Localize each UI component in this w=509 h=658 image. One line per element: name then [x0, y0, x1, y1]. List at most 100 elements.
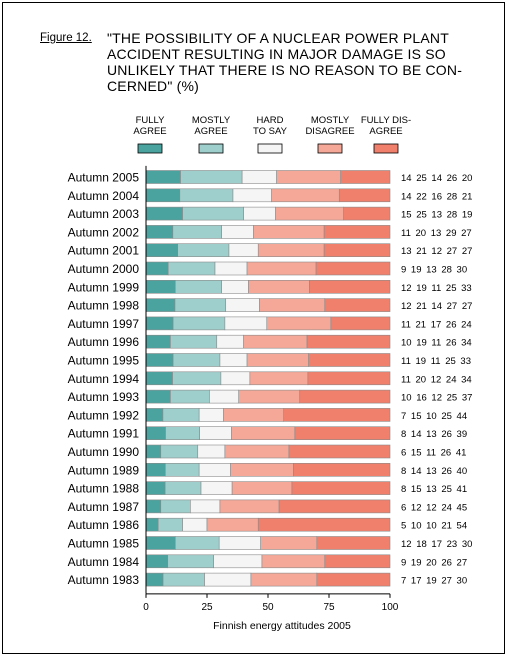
bar-segment — [238, 389, 301, 404]
bar-segment — [223, 408, 285, 422]
bar-segment — [324, 554, 391, 569]
bar-segment — [172, 371, 222, 386]
bar-segment — [219, 353, 248, 367]
legend-swatch — [198, 143, 224, 154]
bar-segment — [221, 225, 254, 239]
bar-segment — [250, 572, 318, 587]
legend-label: MOSTLY — [311, 115, 350, 126]
value-label: 11 21 17 26 24 — [401, 319, 472, 330]
value-label: 14 22 16 28 21 — [401, 191, 472, 202]
bar-segment — [204, 572, 252, 587]
value-label: 10 19 11 26 34 — [401, 338, 472, 349]
category-label: Autumn 1989 — [68, 463, 140, 477]
bar-segment — [172, 353, 221, 367]
bar-segment — [232, 188, 272, 203]
bar-segment — [261, 554, 326, 569]
category-label: Autumn 2005 — [68, 171, 140, 185]
value-label: 12 21 14 27 27 — [401, 301, 472, 312]
category-label: Autumn 1991 — [68, 427, 140, 441]
bar-segment — [174, 536, 220, 550]
bar-segment — [145, 462, 166, 477]
legend-swatch — [317, 143, 343, 154]
bar-segment — [167, 554, 214, 569]
category-label: Autumn 1995 — [68, 354, 140, 368]
bar-segment — [259, 298, 326, 312]
bar-segment — [165, 462, 200, 477]
bar-segment — [145, 389, 171, 404]
bar-segment — [316, 536, 391, 550]
bar-segment — [145, 536, 176, 550]
bar-segment — [291, 481, 391, 495]
bar-segment — [324, 298, 391, 312]
category-label: Autumn 1985 — [68, 537, 140, 551]
bar-segment — [145, 279, 176, 294]
bar-segment — [246, 261, 317, 276]
title-line: "THE POSSIBILITY OF A NUCLEAR POWER PLAN… — [107, 30, 449, 46]
x-tick-label: 25 — [201, 602, 213, 613]
bar-segment — [294, 426, 391, 441]
value-label: 7 15 10 25 44 — [401, 411, 467, 422]
bar-segment — [182, 517, 208, 532]
bar-segment — [283, 408, 391, 422]
bar-segment — [253, 225, 325, 239]
value-label: 11 20 12 24 34 — [401, 374, 472, 385]
bar-segment — [231, 426, 296, 441]
bar-segment — [145, 444, 162, 459]
value-label: 11 20 13 29 27 — [401, 228, 472, 239]
title-line: UNLIKELY THAT THERE IS NO REASON TO BE C… — [107, 62, 463, 78]
category-label: Autumn 2003 — [68, 207, 140, 221]
bar-segment — [241, 170, 277, 184]
legend-label: AGREE — [194, 126, 227, 137]
bar-segment — [145, 572, 164, 587]
bar-segment — [174, 298, 227, 312]
legend-label: TO SAY — [253, 126, 288, 137]
category-label: Autumn 1997 — [68, 317, 140, 331]
bar-segment — [323, 225, 391, 239]
bar-segment — [213, 554, 263, 569]
legend-swatch — [137, 143, 163, 154]
bar-segment — [225, 298, 260, 312]
bar-segment — [246, 353, 309, 367]
bar-segment — [199, 426, 232, 441]
category-label: Autumn 2002 — [68, 225, 140, 239]
bar-segment — [308, 353, 391, 367]
bar-segment — [307, 371, 391, 386]
bar-segment — [145, 261, 169, 276]
bar-segment — [228, 243, 259, 257]
bar-segment — [206, 517, 259, 532]
bar-segment — [162, 408, 200, 422]
category-label: Autumn 1993 — [68, 390, 140, 404]
value-label: 10 16 12 25 37 — [401, 393, 472, 404]
legend-label: MOSTLY — [192, 115, 231, 126]
figure-frame — [2, 2, 505, 654]
bar-segment — [323, 243, 391, 257]
category-label: Autumn 1984 — [68, 555, 140, 569]
bar-segment — [190, 499, 221, 514]
bar-segment — [145, 481, 166, 495]
bar-segment — [219, 499, 280, 514]
bar-segment — [243, 334, 308, 349]
value-label: 12 19 11 25 33 — [401, 283, 472, 294]
x-tick-label: 100 — [382, 602, 399, 613]
bar-segment — [198, 462, 231, 477]
bar-segment — [179, 188, 234, 203]
value-label: 12 18 17 23 30 — [401, 539, 472, 550]
figure-label: Figure 12. — [40, 32, 92, 44]
legend-label: AGREE — [133, 126, 166, 137]
category-label: Autumn 2001 — [68, 244, 140, 258]
x-tick-label: 50 — [262, 602, 274, 613]
bar-segment — [330, 316, 391, 331]
bar-segment — [145, 499, 162, 514]
bar-segment — [145, 426, 166, 441]
value-label: 13 21 12 27 27 — [401, 246, 472, 257]
bar-segment — [218, 536, 261, 550]
bar-segment — [167, 261, 216, 276]
value-label: 8 14 13 26 40 — [401, 466, 467, 477]
bar-segment — [182, 206, 244, 221]
bar-segment — [145, 316, 174, 331]
bar-segment — [260, 536, 318, 550]
category-label: Autumn 1987 — [68, 500, 140, 514]
category-label: Autumn 1996 — [68, 335, 140, 349]
chart-title: "THE POSSIBILITY OF A NUCLEAR POWER PLAN… — [107, 30, 502, 94]
